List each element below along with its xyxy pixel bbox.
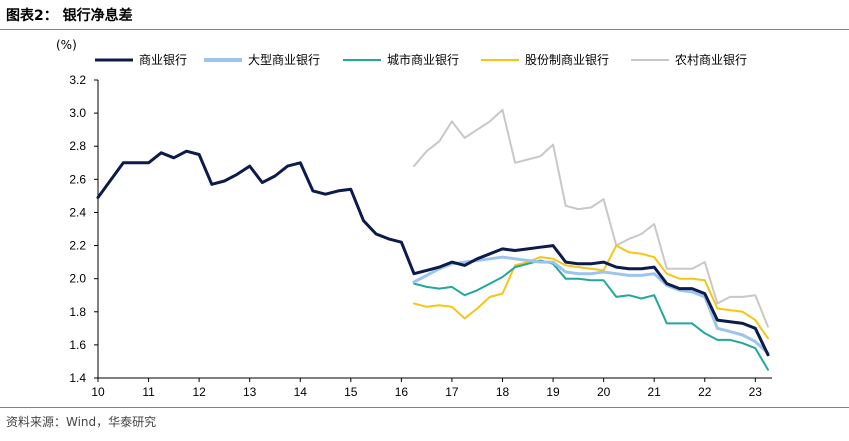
x-tick-label: 18 [496, 385, 510, 399]
y-tick-label: 2.2 [69, 239, 86, 253]
x-tick-label: 17 [445, 385, 459, 399]
legend-label: 商业银行 [139, 52, 187, 67]
x-tick-label: 12 [192, 385, 206, 399]
legend-label: 城市商业银行 [387, 52, 459, 67]
legend-label: 农村商业银行 [675, 52, 747, 67]
series-line-5 [413, 108, 769, 328]
x-tick-label: 10 [91, 385, 105, 399]
figure-title: 图表2： 银行净息差 [6, 8, 133, 24]
x-tick-label: 22 [698, 385, 712, 399]
series-line-4 [413, 244, 769, 340]
y-tick-label: 1.4 [69, 371, 86, 385]
y-tick-label: 2.4 [69, 205, 86, 219]
x-tick-label: 11 [142, 385, 155, 399]
y-tick-label: 3.2 [69, 73, 86, 87]
legend-label: 股份制商业银行 [525, 52, 609, 67]
source-note: 资料来源：Wind，华泰研究 [6, 415, 157, 429]
x-tick-label: 16 [395, 385, 409, 399]
y-tick-label: 2.6 [69, 172, 86, 186]
legend-label: 大型商业银行 [248, 52, 320, 67]
x-tick-label: 21 [648, 385, 662, 399]
bottom-rule [0, 407, 849, 408]
y-tick-label: 1.6 [69, 338, 86, 352]
series-line-3 [413, 259, 769, 371]
x-tick-label: 15 [344, 385, 358, 399]
y-unit-label: (%) [56, 38, 77, 52]
x-tick-label: 20 [597, 385, 611, 399]
y-tick-label: 3.0 [69, 106, 86, 120]
x-tick-label: 23 [749, 385, 763, 399]
series-line-1 [96, 149, 770, 357]
x-tick-label: 19 [546, 385, 560, 399]
x-tick-label: 14 [294, 385, 308, 399]
y-tick-label: 2.0 [69, 272, 86, 286]
x-tick-label: 13 [243, 385, 257, 399]
y-tick-label: 1.8 [69, 305, 86, 319]
y-tick-label: 2.8 [69, 139, 86, 153]
top-rule [0, 29, 849, 30]
